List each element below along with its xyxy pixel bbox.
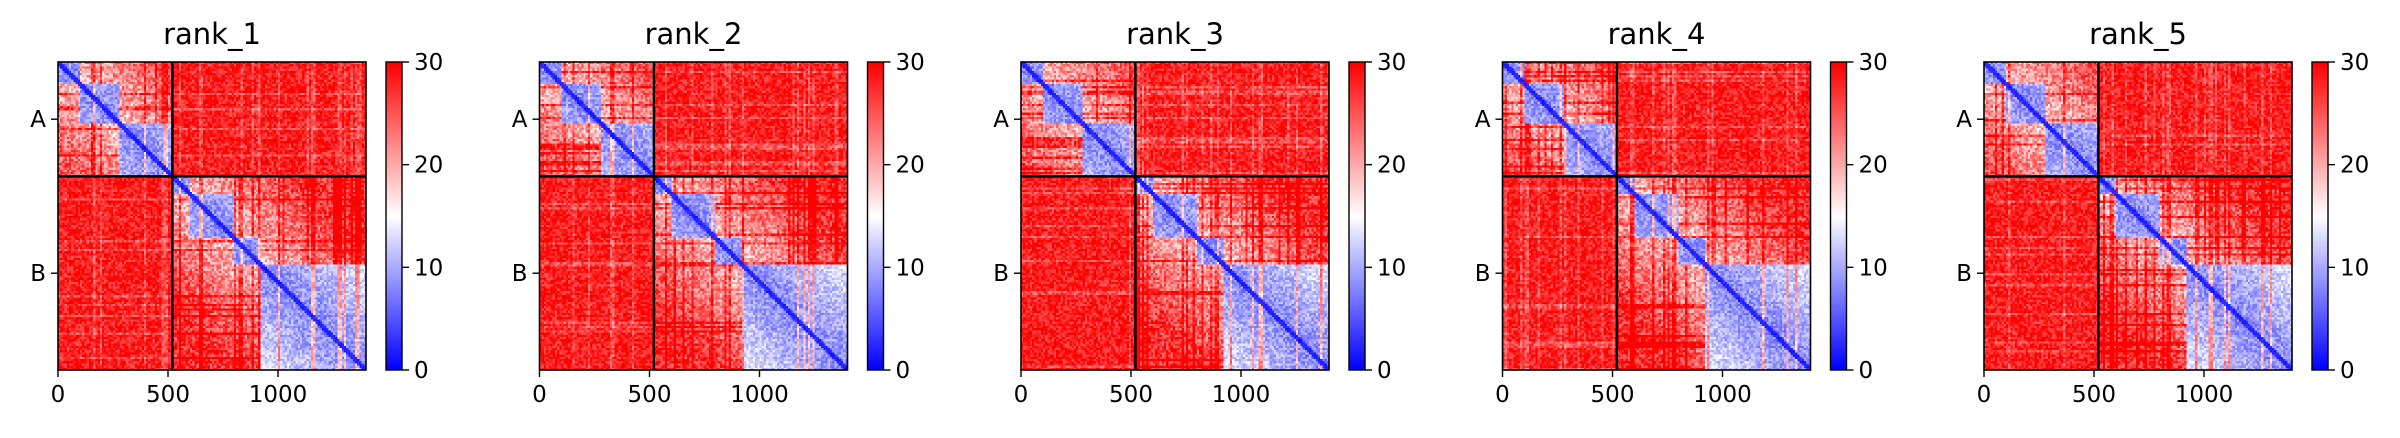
y-tick-label: B — [512, 261, 528, 287]
x-tick-label: 500 — [1591, 382, 1635, 408]
colorbar-tick-label: 0 — [1859, 358, 1874, 384]
axes-frame — [1501, 61, 1812, 371]
axes-frame — [57, 61, 367, 371]
colorbar-tick-label: 0 — [414, 358, 429, 384]
colorbar — [386, 62, 402, 370]
heatmap-panel-1: rank_1 0 500 1000 A B 0 10 20 30 — [30, 17, 443, 408]
colorbar-tick-label: 20 — [1859, 153, 1888, 179]
colorbar-tick-label: 20 — [414, 153, 443, 179]
colorbar-tick-label: 10 — [1859, 255, 1888, 281]
x-tick-label: 500 — [146, 382, 190, 408]
x-tick-label: 500 — [1109, 382, 1153, 408]
colorbar-frame — [1829, 61, 1848, 371]
heatmap-panel-4: rank_4 0 500 1000 A B 0 10 20 30 — [1475, 17, 1888, 408]
y-tick-label: B — [30, 261, 46, 287]
x-tick-label: 1000 — [1693, 382, 1752, 408]
colorbar — [867, 62, 884, 370]
colorbar-tick-label: 20 — [2340, 153, 2369, 179]
x-tick-label: 1000 — [249, 382, 308, 408]
colorbar — [1349, 62, 1365, 370]
colorbar-tick-label: 30 — [2340, 50, 2369, 76]
panel-title: rank_5 — [2089, 17, 2187, 51]
x-tick-label: 1000 — [2175, 382, 2234, 408]
colorbar-tick-label: 20 — [896, 153, 925, 179]
colorbar-tick-label: 0 — [1377, 358, 1392, 384]
colorbar-frame — [385, 61, 403, 371]
heatmap-panel-2: rank_2 0 500 1000 A B 0 10 20 30 — [512, 17, 925, 408]
y-tick-label: A — [993, 107, 1009, 133]
colorbar-frame — [2311, 61, 2329, 371]
x-tick-label: 500 — [2072, 382, 2116, 408]
colorbar — [2312, 62, 2328, 370]
panel-title: rank_2 — [645, 17, 743, 51]
colorbar-tick-label: 10 — [896, 255, 925, 281]
y-tick-label: A — [1475, 107, 1491, 133]
pae-heatmap — [539, 62, 848, 370]
colorbar-tick-label: 10 — [1377, 255, 1406, 281]
pae-heatmap — [1502, 62, 1811, 370]
pae-heatmap — [1021, 62, 1329, 370]
x-tick-label: 1000 — [1212, 382, 1271, 408]
colorbar-tick-label: 20 — [1377, 153, 1406, 179]
axes-frame — [1020, 61, 1330, 371]
y-tick-label: B — [1956, 261, 1972, 287]
pae-heatmap — [1984, 62, 2292, 370]
x-tick-label: 0 — [532, 382, 547, 408]
x-tick-label: 1000 — [730, 382, 789, 408]
pae-heatmap — [58, 62, 366, 370]
colorbar-tick-label: 30 — [414, 50, 443, 76]
axes-frame — [538, 61, 849, 371]
colorbar-tick-label: 0 — [896, 358, 911, 384]
colorbar-tick-label: 10 — [2340, 255, 2369, 281]
y-tick-label: B — [993, 261, 1009, 287]
y-tick-label: A — [30, 107, 46, 133]
heatmap-panel-3: rank_3 0 500 1000 A B 0 10 20 30 — [993, 17, 1406, 408]
heatmap-panel-5: rank_5 0 500 1000 A B 0 10 20 30 — [1956, 17, 2369, 408]
x-tick-label: 500 — [628, 382, 672, 408]
x-tick-label: 0 — [1495, 382, 1510, 408]
x-tick-label: 0 — [1977, 382, 1992, 408]
y-tick-label: A — [1956, 107, 1972, 133]
y-tick-label: A — [512, 107, 528, 133]
colorbar-tick-label: 10 — [414, 255, 443, 281]
colorbar-tick-label: 30 — [896, 50, 925, 76]
panel-title: rank_1 — [163, 17, 261, 51]
colorbar-tick-label: 0 — [2340, 358, 2355, 384]
y-tick-label: B — [1475, 261, 1491, 287]
colorbar-frame — [1348, 61, 1366, 371]
panel-title: rank_4 — [1608, 17, 1706, 51]
x-tick-label: 0 — [51, 382, 66, 408]
colorbar — [1830, 62, 1847, 370]
colorbar-frame — [866, 61, 885, 371]
colorbar-tick-label: 30 — [1377, 50, 1406, 76]
panel-title: rank_3 — [1126, 17, 1224, 51]
colorbar-tick-label: 30 — [1859, 50, 1888, 76]
axes-frame — [1983, 61, 2293, 371]
x-tick-label: 0 — [1014, 382, 1029, 408]
